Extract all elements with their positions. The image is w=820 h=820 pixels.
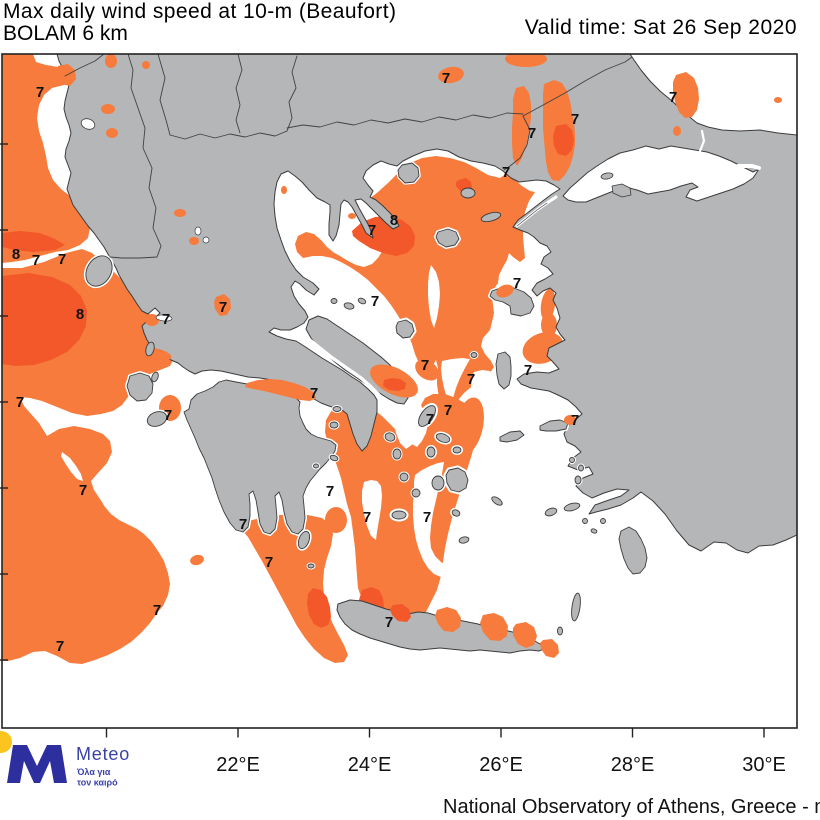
svg-text:7: 7 [239,516,247,533]
svg-text:7: 7 [524,362,532,379]
svg-text:7: 7 [32,252,40,269]
svg-text:8: 8 [390,212,398,229]
svg-text:7: 7 [363,509,371,526]
svg-text:7: 7 [571,111,579,128]
svg-text:7: 7 [421,357,429,374]
svg-text:τον καιρό: τον καιρό [77,778,118,788]
svg-text:Όλα για: Όλα για [76,767,111,777]
svg-text:7: 7 [571,412,579,429]
svg-text:30°E: 30°E [742,754,786,776]
svg-text:7: 7 [56,638,64,655]
svg-text:7: 7 [426,411,434,428]
svg-text:24°E: 24°E [348,754,392,776]
svg-text:7: 7 [502,164,510,181]
svg-text:7: 7 [79,482,87,499]
svg-text:7: 7 [467,371,475,388]
svg-text:7: 7 [162,311,170,328]
svg-text:National Observatory of Athens: National Observatory of Athens, Greece -… [443,796,820,818]
svg-text:7: 7 [442,70,450,87]
svg-text:7: 7 [164,407,172,424]
svg-text:Meteo: Meteo [76,744,130,764]
svg-text:7: 7 [265,554,273,571]
svg-text:7: 7 [36,84,44,101]
svg-text:BOLAM 6 km: BOLAM 6 km [3,22,128,45]
svg-text:8: 8 [12,246,20,263]
svg-text:7: 7 [368,222,376,239]
svg-text:7: 7 [310,385,318,402]
svg-text:28°E: 28°E [611,754,655,776]
svg-text:8: 8 [76,306,84,323]
svg-text:7: 7 [326,483,334,500]
svg-text:7: 7 [153,602,161,619]
svg-text:7: 7 [58,251,66,268]
svg-text:7: 7 [669,89,677,106]
svg-text:Valid time: Sat 26 Sep 2020: Valid time: Sat 26 Sep 2020 [525,16,797,39]
svg-text:7: 7 [371,293,379,310]
svg-text:7: 7 [219,299,227,316]
svg-text:7: 7 [385,614,393,631]
svg-text:7: 7 [423,509,431,526]
svg-text:7: 7 [444,402,452,419]
svg-text:Max daily wind speed at 10-m (: Max daily wind speed at 10-m (Beaufort) [3,0,396,23]
svg-text:7: 7 [513,275,521,292]
svg-text:7: 7 [528,125,536,142]
svg-text:7: 7 [16,394,24,411]
svg-text:22°E: 22°E [216,754,260,776]
svg-text:26°E: 26°E [479,754,523,776]
